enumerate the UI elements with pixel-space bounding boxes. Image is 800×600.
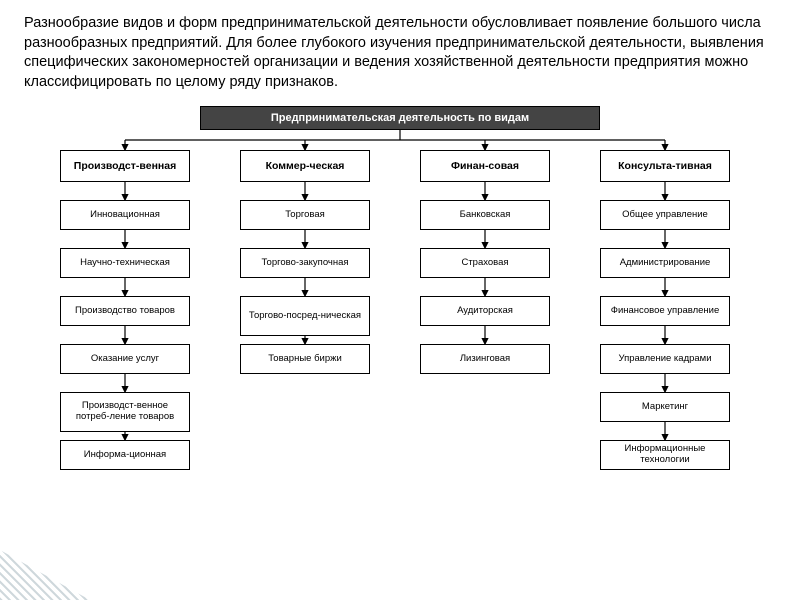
item-0-5: Информа-ционная — [60, 440, 190, 470]
item-3-1: Администрирование — [600, 248, 730, 278]
item-3-3: Управление кадрами — [600, 344, 730, 374]
item-1-1: Торгово-закупочная — [240, 248, 370, 278]
item-2-3: Лизинговая — [420, 344, 550, 374]
item-0-0: Инновационная — [60, 200, 190, 230]
item-0-3: Оказание услуг — [60, 344, 190, 374]
item-2-0: Банковская — [420, 200, 550, 230]
intro-paragraph: Разнообразие видов и форм предпринимател… — [0, 0, 800, 100]
item-0-1: Научно-техническая — [60, 248, 190, 278]
category-2: Финан-совая — [420, 150, 550, 182]
category-3: Консульта-тивная — [600, 150, 730, 182]
item-1-3: Товарные биржи — [240, 344, 370, 374]
category-0: Производст-венная — [60, 150, 190, 182]
item-2-1: Страховая — [420, 248, 550, 278]
category-1: Коммер-ческая — [240, 150, 370, 182]
item-2-2: Аудиторская — [420, 296, 550, 326]
corner-decoration — [0, 550, 90, 600]
item-3-4: Маркетинг — [600, 392, 730, 422]
root-node: Предпринимательская деятельность по вида… — [200, 106, 600, 130]
item-3-2: Финансовое управление — [600, 296, 730, 326]
item-0-2: Производство товаров — [60, 296, 190, 326]
item-1-0: Торговая — [240, 200, 370, 230]
diagram-container: Предпринимательская деятельность по вида… — [30, 106, 770, 546]
item-3-0: Общее управление — [600, 200, 730, 230]
item-0-4: Производст-венное потреб-ление товаров — [60, 392, 190, 432]
item-3-5: Информационные технологии — [600, 440, 730, 470]
item-1-2: Торгово-посред-ническая — [240, 296, 370, 336]
